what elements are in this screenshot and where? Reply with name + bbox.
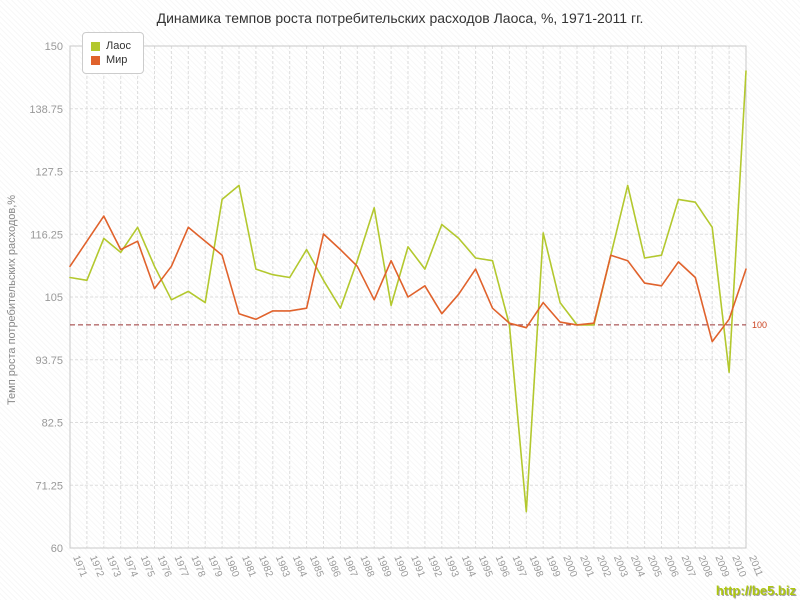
- svg-text:93.75: 93.75: [35, 355, 63, 367]
- svg-text:2008: 2008: [696, 554, 715, 579]
- legend-label-laos: Лаос: [106, 40, 131, 52]
- svg-text:100: 100: [752, 320, 767, 330]
- svg-text:1991: 1991: [408, 554, 427, 579]
- svg-text:1977: 1977: [172, 554, 191, 579]
- svg-text:2005: 2005: [645, 554, 664, 579]
- svg-text:1971: 1971: [70, 554, 89, 579]
- svg-text:1992: 1992: [425, 554, 444, 579]
- svg-text:1998: 1998: [527, 554, 546, 579]
- svg-text:1974: 1974: [121, 554, 140, 579]
- svg-text:2010: 2010: [729, 554, 748, 579]
- laos-series-swatch-icon: [91, 41, 100, 51]
- svg-text:2003: 2003: [611, 554, 630, 579]
- svg-text:2000: 2000: [560, 554, 579, 579]
- svg-text:1985: 1985: [307, 554, 326, 579]
- svg-text:1995: 1995: [476, 554, 495, 579]
- svg-text:71.25: 71.25: [35, 480, 63, 492]
- svg-text:116.25: 116.25: [30, 229, 63, 241]
- svg-text:2004: 2004: [628, 554, 647, 579]
- svg-text:1984: 1984: [290, 554, 309, 579]
- svg-text:1973: 1973: [104, 554, 123, 579]
- svg-text:2001: 2001: [577, 554, 596, 579]
- legend-item-world[interactable]: Мир: [91, 54, 131, 66]
- svg-text:2009: 2009: [712, 554, 731, 579]
- legend: Лаос Мир: [82, 32, 144, 74]
- svg-text:1988: 1988: [358, 554, 377, 579]
- world-series-swatch-icon: [91, 55, 100, 65]
- svg-text:2002: 2002: [594, 554, 613, 579]
- svg-text:1996: 1996: [493, 554, 512, 579]
- svg-text:1981: 1981: [239, 554, 258, 579]
- legend-label-world: Мир: [106, 54, 128, 66]
- svg-text:1983: 1983: [273, 554, 292, 579]
- svg-text:1978: 1978: [189, 554, 208, 579]
- svg-text:60: 60: [51, 543, 63, 555]
- chart-title: Динамика темпов роста потребительских ра…: [156, 10, 644, 26]
- svg-text:1976: 1976: [155, 554, 174, 579]
- svg-text:105: 105: [45, 292, 63, 304]
- svg-text:1982: 1982: [256, 554, 275, 579]
- svg-text:1980: 1980: [222, 554, 241, 579]
- svg-text:1993: 1993: [442, 554, 461, 579]
- svg-text:1975: 1975: [138, 554, 157, 579]
- svg-text:82.5: 82.5: [42, 418, 63, 430]
- svg-text:150: 150: [45, 41, 63, 53]
- svg-text:1987: 1987: [341, 554, 360, 579]
- svg-text:127.5: 127.5: [35, 167, 63, 179]
- svg-text:2007: 2007: [679, 554, 698, 579]
- legend-item-laos[interactable]: Лаос: [91, 40, 131, 52]
- svg-text:138.75: 138.75: [29, 104, 63, 116]
- svg-text:1979: 1979: [205, 554, 224, 579]
- svg-text:2006: 2006: [662, 554, 681, 579]
- watermark-link[interactable]: http://be5.biz: [715, 583, 796, 598]
- svg-text:1989: 1989: [374, 554, 393, 579]
- svg-text:1972: 1972: [87, 554, 106, 579]
- svg-text:1997: 1997: [510, 554, 529, 579]
- svg-text:1990: 1990: [391, 554, 410, 579]
- svg-text:1994: 1994: [459, 554, 478, 579]
- svg-text:1986: 1986: [324, 554, 343, 579]
- svg-text:1999: 1999: [543, 554, 562, 579]
- svg-text:2011: 2011: [746, 554, 764, 578]
